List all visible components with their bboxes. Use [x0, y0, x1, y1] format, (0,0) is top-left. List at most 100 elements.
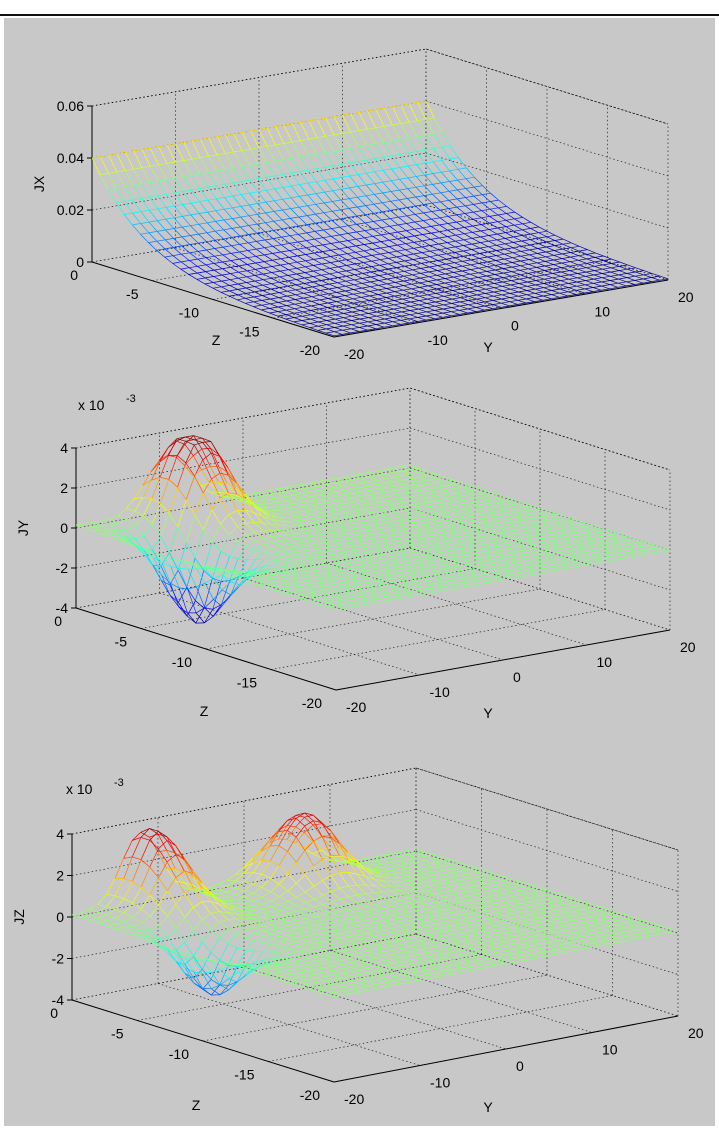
- mesh-segment: [247, 250, 257, 257]
- mesh-segment: [526, 298, 535, 302]
- mesh-segment: [379, 257, 389, 261]
- mesh-segment: [309, 587, 318, 590]
- mesh-segment: [441, 145, 451, 148]
- mesh-segment: [443, 571, 452, 574]
- mesh-segment: [285, 494, 294, 497]
- grid-line: [75, 547, 411, 609]
- mesh-segment: [442, 563, 452, 566]
- mesh-segment: [313, 538, 323, 541]
- mesh-segment: [263, 277, 272, 281]
- mesh-segment: [372, 236, 382, 242]
- mesh-segment: [456, 221, 465, 228]
- mesh-segment: [304, 523, 314, 528]
- mesh-segment: [327, 497, 337, 502]
- mesh-segment: [399, 179, 408, 189]
- y-tick-label: 10: [595, 303, 611, 319]
- mesh-segment: [170, 566, 180, 589]
- mesh-segment: [365, 214, 374, 222]
- mesh-segment: [314, 244, 323, 247]
- mesh-segment: [99, 174, 109, 190]
- mesh-segment: [357, 195, 366, 198]
- mesh-segment: [518, 568, 528, 572]
- mesh-segment: [299, 205, 308, 208]
- mesh-segment: [277, 510, 287, 515]
- mesh-segment: [543, 290, 552, 293]
- mesh-segment: [148, 221, 158, 232]
- mesh-segment: [177, 462, 187, 488]
- mesh-segment: [330, 243, 340, 250]
- mesh-segment: [396, 514, 406, 518]
- mesh-segment: [418, 308, 427, 313]
- mesh-segment: [396, 260, 405, 263]
- mesh-segment: [313, 259, 322, 265]
- mesh-segment: [502, 275, 512, 278]
- mesh-segment: [529, 249, 538, 254]
- mesh-segment: [141, 198, 150, 211]
- mesh-segment: [490, 521, 500, 525]
- mesh-segment: [544, 570, 554, 573]
- mesh-segment: [456, 531, 466, 536]
- mesh-segment: [483, 552, 493, 557]
- mesh-segment: [402, 475, 412, 479]
- mesh-segment: [517, 299, 527, 304]
- mesh-segment: [315, 570, 325, 574]
- mesh-segment: [372, 228, 382, 236]
- mesh-segment: [481, 518, 491, 523]
- mesh-segment: [344, 304, 353, 308]
- mesh-segment: [501, 566, 511, 571]
- mesh-segment: [509, 546, 518, 549]
- mesh-segment: [495, 258, 505, 261]
- mesh-segment: [449, 544, 459, 547]
- mesh-segment: [329, 277, 338, 280]
- mesh-segment: [265, 190, 275, 201]
- mesh-segment: [402, 479, 412, 484]
- mesh-segment: [551, 552, 561, 555]
- mesh-segment: [287, 529, 297, 535]
- mesh-segment: [552, 562, 562, 566]
- mesh-segment: [567, 540, 577, 543]
- mesh-segment: [205, 263, 215, 266]
- mesh-segment: [549, 527, 559, 532]
- mesh-segment: [504, 242, 514, 245]
- mesh-segment: [176, 440, 186, 445]
- mesh-segment: [391, 168, 400, 180]
- mesh-segment: [270, 287, 280, 290]
- mesh-segment: [345, 284, 354, 287]
- mesh-segment: [353, 500, 362, 503]
- mesh-segment: [448, 198, 458, 201]
- mesh-segment: [329, 526, 339, 530]
- mesh-segment: [456, 206, 466, 214]
- mesh-segment: [569, 563, 579, 567]
- mesh-segment: [133, 168, 142, 185]
- mesh-segment: [266, 581, 275, 584]
- mesh-segment: [339, 546, 349, 550]
- mesh-segment: [491, 541, 501, 544]
- mesh-segment: [274, 187, 283, 190]
- mesh-segment: [488, 239, 497, 242]
- mesh-segment: [360, 600, 370, 605]
- mesh-segment: [221, 286, 230, 292]
- mesh-segment: [358, 573, 368, 576]
- mesh-segment: [362, 282, 371, 288]
- mesh-segment: [409, 310, 419, 314]
- mesh-segment: [492, 555, 502, 559]
- mesh-segment: [501, 293, 511, 296]
- mesh-segment: [543, 563, 553, 567]
- mesh-segment: [479, 261, 488, 264]
- mesh-segment: [618, 270, 628, 274]
- mesh-segment: [377, 479, 387, 484]
- mesh-segment: [193, 439, 203, 443]
- mesh-segment: [562, 252, 571, 255]
- mesh-segment: [527, 566, 537, 570]
- mesh-segment: [441, 554, 451, 557]
- mesh-segment: [410, 467, 419, 470]
- mesh-segment: [511, 274, 520, 277]
- mesh-segment: [391, 559, 400, 562]
- mesh-segment: [179, 559, 189, 563]
- mesh-segment: [516, 538, 526, 542]
- mesh-segment: [451, 303, 460, 307]
- mesh-segment: [265, 211, 275, 214]
- mesh-segment: [414, 529, 424, 532]
- mesh-segment: [160, 479, 170, 504]
- mesh-segment: [611, 555, 621, 560]
